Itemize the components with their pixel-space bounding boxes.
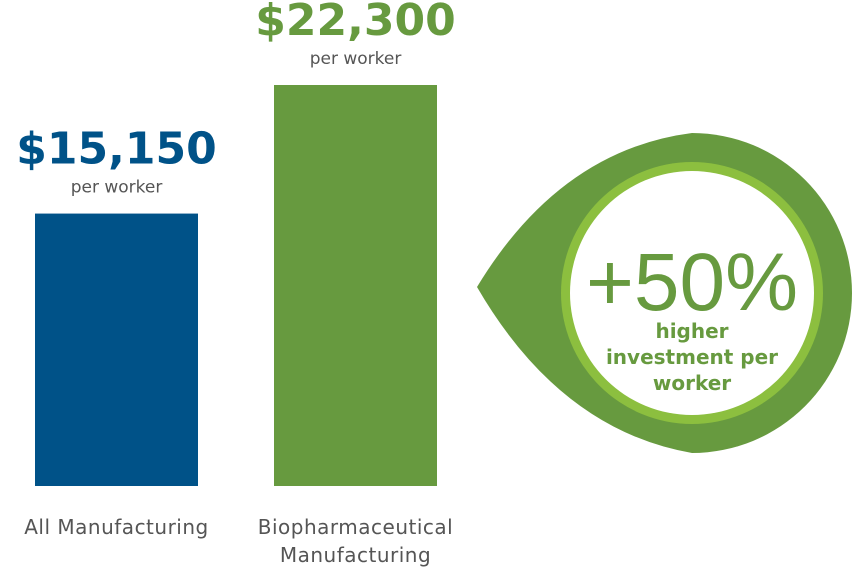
callout-circle	[570, 171, 814, 415]
bar	[274, 85, 437, 486]
category-label: Biopharmaceutical Manufacturing	[257, 515, 454, 567]
value-label: $22,300	[255, 0, 455, 46]
value-label: $15,150	[16, 124, 216, 175]
category-label: All Manufacturing	[24, 515, 209, 539]
value-sublabel: per worker	[310, 49, 402, 69]
bar	[35, 213, 198, 486]
annotation-value: +50%	[585, 237, 798, 328]
annotation-text: higher investment per worker	[605, 319, 779, 395]
value-sublabel: per worker	[71, 178, 163, 198]
